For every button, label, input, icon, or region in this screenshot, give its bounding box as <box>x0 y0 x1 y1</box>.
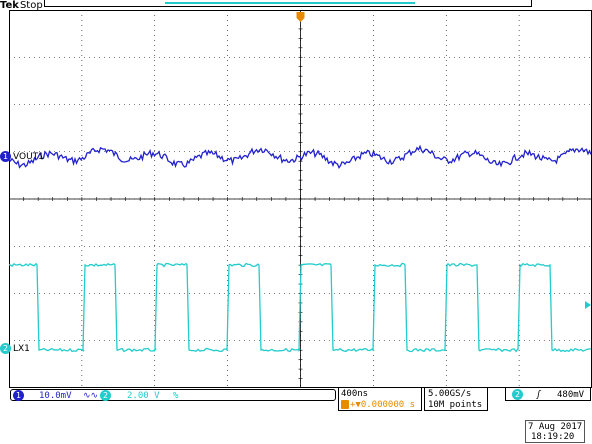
ch1-ground-marker[interactable]: 1 <box>0 151 11 162</box>
trigger-source-badge: 2 <box>512 389 523 400</box>
ch1-badge[interactable]: 1 <box>13 390 24 401</box>
ch2-trace-label: LX1 <box>13 344 30 354</box>
brand-logo: Tek <box>0 0 19 11</box>
time: 18:19:20 <box>531 432 575 442</box>
ch2-scale: 2.00 V <box>127 391 160 401</box>
timebase-box[interactable]: 400ns +▼0.000000 s <box>338 387 422 411</box>
record-position-bar[interactable] <box>44 0 532 7</box>
date: 7 Aug 2017 <box>528 422 583 432</box>
trigger-level: 480mV <box>557 390 585 400</box>
trigger-box[interactable]: 2 ʃ 480mV <box>505 387 591 401</box>
ch1-scale: 10.0mV <box>39 391 72 401</box>
record-window-indicator <box>165 2 415 4</box>
waveform-display[interactable]: VOUT1 LX1 <box>9 10 592 388</box>
channel-readout-bar[interactable]: 1 10.0mV ∿∿ 2 2.00 V % <box>10 389 336 401</box>
ch1-vout1-trace <box>9 144 592 170</box>
acquisition-box[interactable]: 5.00GS/s 10M points <box>424 387 488 411</box>
sample-rate: 5.00GS/s <box>428 389 472 399</box>
ch2-badge[interactable]: 2 <box>100 390 111 401</box>
trigger-level-marker <box>585 301 591 309</box>
datetime-box: 7 Aug 2017 18:19:20 <box>525 420 585 443</box>
trigger-position-marker <box>296 12 305 22</box>
ch2-lx1-trace <box>9 262 592 353</box>
ac-coupling-icon: ∿∿ <box>83 391 99 401</box>
timebase-scale: 400ns <box>341 389 369 399</box>
ch2-unit: % <box>173 391 179 401</box>
run-status: Stop <box>19 0 43 11</box>
ch2-ground-marker[interactable]: 2 <box>0 343 11 354</box>
brand-status: TekStop <box>0 0 43 11</box>
timebase-delay: +▼0.000000 s <box>350 400 416 410</box>
record-length: 10M points <box>428 400 483 410</box>
delay-icon <box>341 400 349 409</box>
rising-edge-icon: ʃ <box>536 390 542 400</box>
ch1-trace-label: VOUT1 <box>13 152 44 162</box>
